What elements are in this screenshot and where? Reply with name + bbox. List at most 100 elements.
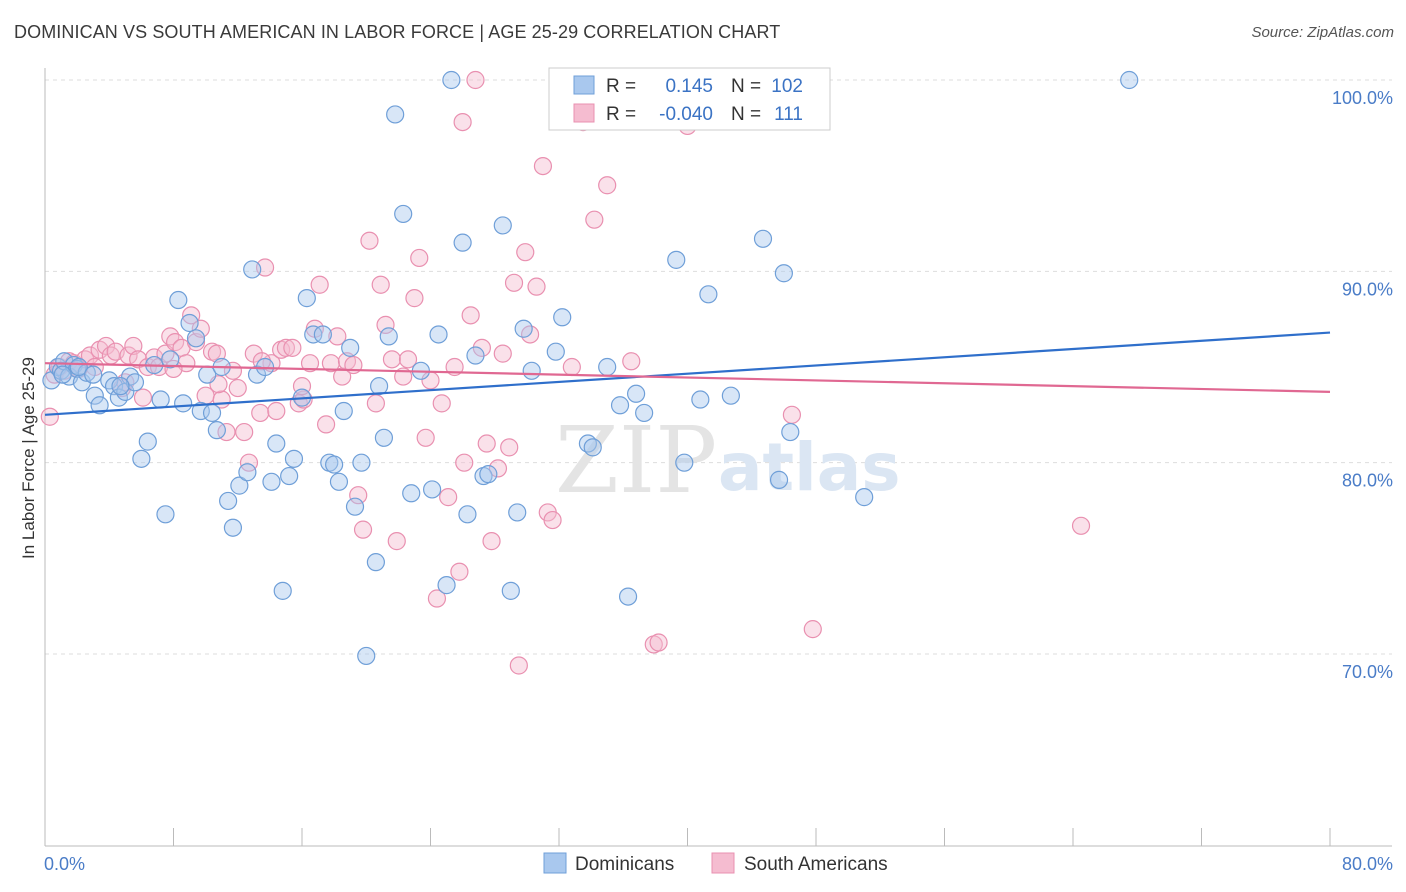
south-american-point (598, 176, 617, 195)
south-american-point (493, 344, 512, 363)
dominican-point (161, 350, 180, 369)
south-american-point (649, 633, 668, 652)
south-american-point (516, 243, 535, 262)
south-american-point (488, 459, 508, 478)
legend-r-value-blue: 0.145 (665, 76, 713, 97)
dominican-point (84, 365, 103, 384)
legend-n-value-pink: 111 (774, 104, 803, 125)
y-tick-label: 80.0% (1342, 471, 1393, 491)
south-american-point (527, 277, 546, 296)
dominican-point (366, 553, 385, 572)
dominican-point (583, 438, 602, 457)
chart-source: Source: ZipAtlas.com (1251, 24, 1394, 41)
dominican-point (691, 390, 710, 409)
dominican-point (151, 390, 170, 409)
dominican-point (100, 371, 119, 390)
dominican-point (345, 497, 365, 516)
south-american-point (310, 275, 329, 294)
dominican-point (635, 403, 654, 423)
south-american-point (450, 562, 469, 581)
south-american-point (182, 306, 201, 325)
dominican-point (85, 386, 104, 405)
dominican-point (442, 70, 461, 90)
dominicans-points (42, 70, 1139, 666)
south-american-point (1071, 516, 1091, 535)
dominican-point (437, 576, 456, 595)
south-american-point (387, 532, 406, 551)
dominican-point (325, 455, 344, 474)
south-american-point (186, 333, 206, 352)
dominican-point (753, 229, 773, 248)
dominican-point (522, 361, 541, 380)
dominican-point (169, 290, 188, 310)
dominican-point (453, 233, 472, 252)
y-axis-label: In Labor Force | Age 25-29 (19, 357, 38, 559)
y-tick-label: 90.0% (1342, 279, 1393, 299)
dominican-point (466, 346, 485, 365)
south-american-point (466, 70, 485, 90)
south-american-point (432, 394, 451, 413)
south-american-point (96, 336, 116, 356)
x-tick-label: 0.0% (44, 854, 85, 874)
dominican-point (219, 491, 238, 511)
south-american-point (500, 438, 519, 457)
dominican-point (297, 289, 316, 308)
legend-r-value-pink: -0.040 (659, 104, 713, 125)
south-american-point (585, 210, 604, 229)
south-american-point (405, 289, 424, 308)
south-american-point (371, 275, 390, 294)
dominican-point (111, 377, 130, 396)
dominican-point (329, 472, 349, 491)
dominican-point (501, 581, 520, 600)
dominican-point (104, 377, 124, 396)
dominican-point (553, 308, 572, 327)
watermark-atlas: atlas (718, 429, 901, 506)
dominican-point (610, 396, 630, 415)
south-american-point (235, 422, 254, 442)
axes-layer (44, 68, 1392, 847)
dominican-point (262, 472, 281, 491)
watermark: ZIP atlas (555, 407, 901, 514)
south-american-point (461, 306, 480, 325)
dominican-point (721, 386, 740, 405)
legend-n-label-blue: N = (731, 76, 761, 97)
south-american-point (410, 248, 429, 268)
dominican-point (180, 313, 199, 333)
south-american-point (366, 394, 385, 413)
south-american-point (543, 510, 562, 530)
south-american-point (398, 350, 418, 369)
south-american-point (416, 428, 435, 447)
dominican-point (352, 453, 371, 472)
legend-south-americans-swatch (711, 852, 735, 874)
south-american-point (252, 352, 271, 371)
south-american-point (455, 453, 474, 472)
dominican-point (479, 465, 498, 484)
trend-lines (44, 331, 1331, 416)
dominican-point (774, 264, 793, 283)
dominican-point (202, 403, 222, 423)
south-americans-trend-line (44, 362, 1331, 393)
legend-r-label-blue: R = (606, 76, 636, 97)
dominican-point (284, 449, 304, 468)
south-american-point (482, 532, 501, 551)
south-american-point (283, 338, 302, 357)
dominican-point (423, 480, 442, 499)
dominican-point (186, 329, 206, 348)
south-american-point (321, 354, 341, 373)
dominican-point (341, 338, 360, 357)
south-american-point (161, 327, 180, 346)
dominican-point (379, 327, 398, 346)
south-american-point (300, 354, 320, 373)
south-american-point (267, 401, 286, 421)
south-american-point (251, 403, 270, 423)
dominican-point (334, 401, 353, 421)
south-american-point (533, 157, 553, 176)
dominican-point (699, 285, 718, 304)
legend-n-value-blue: 102 (771, 76, 803, 97)
dominican-point (667, 250, 686, 269)
dominican-point (429, 325, 448, 344)
south-american-point (382, 350, 402, 369)
south-american-point (276, 338, 296, 357)
dominican-point (156, 505, 175, 524)
